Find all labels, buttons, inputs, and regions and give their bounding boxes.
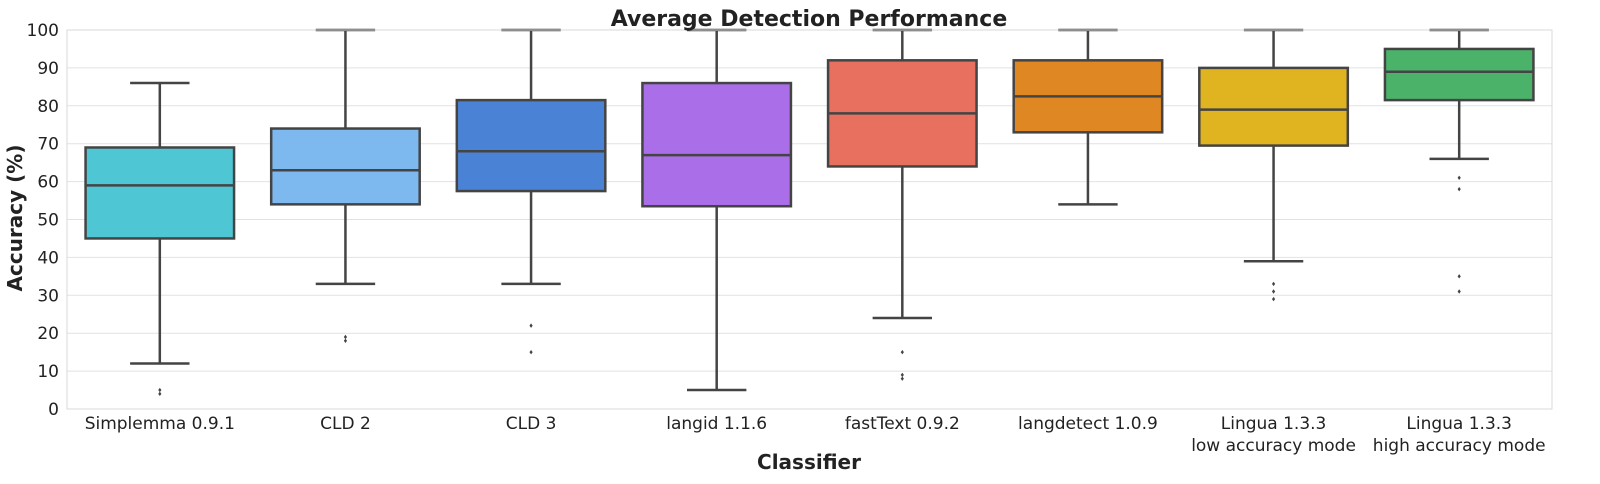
- y-tick-label: 50: [37, 211, 59, 231]
- outlier-point: [1271, 289, 1276, 294]
- x-category-label: CLD 3: [506, 414, 557, 434]
- x-category-labels: Simplemma 0.9.1 CLD 2 CLD 3 langid 1.1.6 fas…: [85, 414, 1546, 456]
- x-category-label: CLD 2: [320, 414, 371, 434]
- outlier-point: [158, 391, 162, 397]
- x-category-sublabel: high accuracy mode: [1373, 436, 1546, 456]
- outlier-point: [900, 376, 904, 381]
- box: [269, 127, 421, 206]
- box-group: [1383, 28, 1535, 294]
- outlier-point: [1457, 289, 1461, 294]
- y-tick-label: 0: [48, 400, 59, 420]
- box-group: [1198, 28, 1350, 302]
- box: [641, 81, 793, 208]
- box-group: [455, 28, 607, 355]
- y-tick-label: 30: [37, 286, 59, 306]
- y-axis-label: Accuracy (%): [3, 145, 27, 292]
- y-tick-label: 70: [37, 135, 59, 155]
- outlier-point: [900, 372, 904, 378]
- outlier-point: [1271, 296, 1276, 302]
- box-group: [641, 28, 793, 392]
- x-category-label: langdetect 1.0.9: [1018, 414, 1158, 434]
- y-tick-label: 40: [37, 248, 59, 268]
- y-tick-label: 90: [37, 59, 59, 79]
- plot-frame: [66, 29, 1553, 410]
- y-tick-labels: 0 10 20 30 40 50 60 70 80 90 100: [27, 21, 59, 420]
- x-category-label: Lingua 1.3.3: [1221, 414, 1327, 434]
- x-category-label: Simplemma 0.9.1: [85, 414, 235, 434]
- outlier-point: [158, 387, 162, 393]
- box-group: [1012, 28, 1164, 206]
- box-group: [269, 28, 421, 343]
- x-axis-label: Classifier: [757, 450, 861, 474]
- outlier-point: [1271, 281, 1276, 287]
- y-tick-label: 10: [37, 362, 59, 382]
- box-group: [826, 28, 978, 381]
- x-category-label: Lingua 1.3.3: [1406, 414, 1512, 434]
- outlier-point: [529, 349, 533, 355]
- outlier-point: [1457, 186, 1461, 192]
- outlier-point: [1457, 175, 1461, 181]
- y-tick-label: 20: [37, 324, 59, 344]
- box: [1383, 47, 1535, 102]
- chart-title: Average Detection Performance: [611, 7, 1008, 32]
- box: [84, 146, 236, 240]
- outlier-point: [900, 349, 904, 355]
- outlier-point: [343, 334, 348, 340]
- box-group: [84, 81, 236, 397]
- box: [455, 98, 607, 193]
- y-tick-label: 60: [37, 173, 59, 193]
- x-category-label: langid 1.1.6: [666, 414, 767, 434]
- x-category-sublabel: low accuracy mode: [1191, 436, 1356, 456]
- box: [1198, 66, 1350, 147]
- x-category-label: fastText 0.9.2: [845, 414, 960, 434]
- outlier-point: [529, 323, 533, 328]
- boxes: [84, 28, 1535, 397]
- y-tick-label: 100: [27, 21, 59, 41]
- outlier-point: [1457, 274, 1461, 279]
- outlier-point: [343, 338, 348, 343]
- y-tick-label: 80: [37, 97, 59, 117]
